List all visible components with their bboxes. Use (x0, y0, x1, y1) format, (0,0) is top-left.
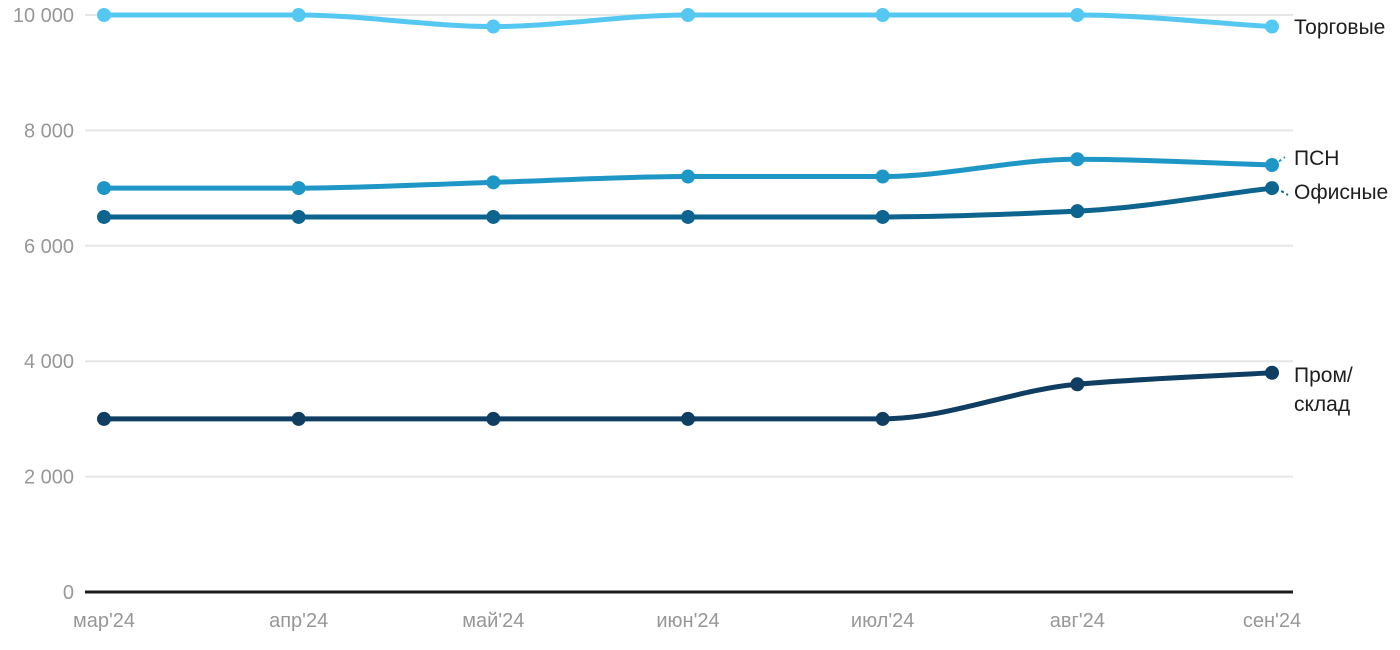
y-tick-label-4000: 4 000 (24, 351, 74, 373)
leader-tick-офисные (1275, 187, 1289, 196)
data-point-торговые-июл-24[interactable] (875, 8, 890, 22)
data-point-пром-склад-июл-24[interactable] (875, 411, 890, 426)
data-point-офисные-июл-24[interactable] (875, 209, 890, 224)
data-point-торговые-мар-24[interactable] (97, 8, 111, 22)
data-point-псн-июл-24[interactable] (875, 169, 890, 184)
data-point-офисные-апр-24[interactable] (291, 209, 306, 224)
data-point-офисные-мар-24[interactable] (97, 209, 111, 224)
series-label-пром-склад: Пром/склад (1294, 364, 1353, 416)
x-tick-label-июл-24: июл'24 (851, 610, 914, 632)
x-axis-labels: мар'24 апр'24 май'24 июн'24 июл'24 авг'24 сен'… (73, 610, 1301, 632)
data-point-псн-сен-24[interactable] (1265, 158, 1279, 173)
data-point-псн-май-24[interactable] (486, 175, 501, 190)
series-офисные: Офисные (97, 181, 1388, 224)
data-point-пром-склад-мар-24[interactable] (97, 411, 111, 426)
data-point-торговые-сен-24[interactable] (1265, 19, 1279, 34)
data-point-пром-склад-авг-24[interactable] (1070, 377, 1085, 392)
y-tick-label-8000: 8 000 (24, 120, 74, 142)
x-tick-label-май-24: май'24 (462, 610, 524, 632)
data-point-псн-мар-24[interactable] (97, 181, 111, 196)
data-point-торговые-июн-24[interactable] (681, 8, 695, 22)
y-tick-label-6000: 6 000 (24, 236, 74, 258)
data-point-торговые-апр-24[interactable] (291, 8, 306, 22)
series-label-торговые: Торговые (1294, 16, 1385, 39)
series-label-псн: ПСН (1294, 147, 1339, 170)
data-point-торговые-май-24[interactable] (486, 19, 501, 34)
y-tick-label-2000: 2 000 (24, 467, 74, 489)
data-point-офисные-сен-24[interactable] (1265, 181, 1279, 196)
data-point-пром-склад-июн-24[interactable] (681, 411, 695, 426)
data-point-пром-склад-май-24[interactable] (486, 411, 501, 426)
y-tick-label-0: 0 (63, 582, 74, 604)
x-tick-label-сен-24: сен'24 (1243, 610, 1301, 632)
y-axis-labels: 0 2 000 4 000 6 000 8 000 10 000 (13, 5, 74, 604)
series-торговые: Торговые (97, 8, 1385, 39)
x-tick-label-авг-24: авг'24 (1050, 610, 1105, 632)
data-point-псн-июн-24[interactable] (681, 169, 695, 184)
leader-tick-псн (1273, 156, 1286, 166)
data-point-пром-склад-апр-24[interactable] (291, 411, 306, 426)
data-point-пром-склад-сен-24[interactable] (1265, 365, 1279, 380)
x-tick-label-июн-24: июн'24 (656, 610, 719, 632)
data-point-торговые-авг-24[interactable] (1070, 8, 1085, 22)
y-gridlines (85, 14, 1293, 594)
x-tick-label-мар-24: мар'24 (73, 610, 135, 632)
data-point-псн-авг-24[interactable] (1070, 152, 1085, 167)
data-point-псн-апр-24[interactable] (291, 181, 306, 196)
x-tick-label-апр-24: апр'24 (269, 610, 328, 632)
y-tick-label-10000: 10 000 (13, 5, 74, 27)
series-псн: ПСН (97, 147, 1339, 196)
data-point-офисные-май-24[interactable] (486, 209, 501, 224)
data-point-офисные-авг-24[interactable] (1070, 204, 1085, 219)
series-пром-склад: Пром/склад (97, 364, 1353, 426)
series-label-офисные: Офисные (1294, 181, 1388, 204)
data-point-офисные-июн-24[interactable] (681, 209, 695, 224)
